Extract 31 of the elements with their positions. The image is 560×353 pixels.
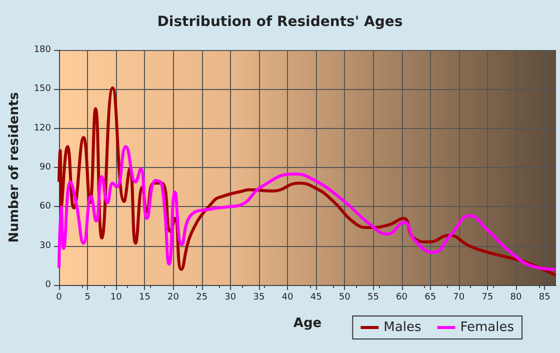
chart-title: Distribution of Residents' Ages (157, 14, 403, 30)
legend-label: Males (384, 320, 422, 335)
x-tick-label: 5 (84, 292, 90, 302)
x-tick-label: 25 (196, 292, 208, 302)
y-tick-label: 180 (34, 45, 52, 55)
x-tick-label: 50 (338, 292, 351, 302)
x-tick-label: 10 (110, 292, 122, 302)
line-series (58, 145, 556, 271)
x-tick-label: 70 (453, 292, 465, 302)
x-tick-label: 60 (396, 292, 408, 302)
legend-label: Females (460, 320, 514, 335)
y-tick-label: 30 (40, 240, 52, 251)
x-tick-label: 80 (510, 292, 522, 302)
x-tick-label: 45 (310, 292, 322, 302)
y-axis-title: Number of residents (7, 92, 22, 243)
x-tick-label: 20 (168, 292, 180, 302)
y-tick-label: 90 (40, 162, 52, 172)
x-tick-label: 0 (56, 292, 62, 302)
x-tick-label: 75 (482, 292, 494, 302)
y-tick-label: 120 (34, 123, 52, 134)
x-tick-label: 15 (138, 292, 150, 302)
x-tick-label: 85 (538, 292, 550, 302)
x-tick-label: 35 (253, 292, 265, 302)
x-axis-title: Age (293, 316, 322, 331)
y-tick-label: 0 (45, 280, 52, 290)
x-tick-label: 30 (224, 292, 236, 302)
y-tick-label: 60 (40, 202, 52, 212)
x-tick-label: 40 (282, 292, 294, 302)
x-tick-label: 65 (424, 292, 436, 302)
y-tick-label: 150 (34, 84, 52, 94)
x-tick-label: 55 (367, 292, 379, 302)
